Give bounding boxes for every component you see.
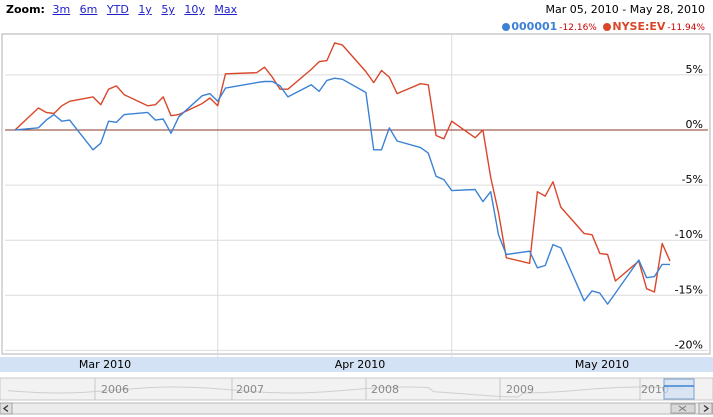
legend-name: 000001 (511, 20, 558, 33)
zoom-ytd-link[interactable]: YTD (106, 3, 129, 16)
scroll-right-button[interactable] (698, 402, 713, 415)
y-tick-label: 0% (686, 118, 703, 131)
y-tick-label: -15% (675, 283, 703, 296)
legend: 000001 -12.16% NYSE:EV -11.94% (499, 20, 705, 33)
x-tick-label: May 2010 (575, 358, 629, 371)
y-tick-label: 5% (686, 63, 703, 76)
scrollbar-track[interactable] (0, 402, 713, 415)
x-tick-label: Apr 2010 (335, 358, 386, 371)
date-range-separator: - (618, 3, 630, 16)
y-tick-label: -10% (675, 228, 703, 241)
navigator-year-label: 2008 (371, 383, 399, 396)
series-line-000001 (14, 77, 670, 305)
zoom-3m-link[interactable]: 3m (52, 3, 71, 16)
legend-dot-icon (603, 23, 612, 31)
zoom-1y-link[interactable]: 1y (138, 3, 152, 16)
x-axis-band (0, 357, 713, 372)
legend-item-000001[interactable]: 000001 -12.16% (502, 20, 600, 33)
legend-item-nyse-ev[interactable]: NYSE:EV -11.94% (603, 20, 705, 33)
navigator-selection-window[interactable] (663, 378, 695, 400)
legend-change: -12.16% (559, 23, 597, 33)
zoom-5y-link[interactable]: 5y (161, 3, 175, 16)
navigator-year-label: 2006 (101, 383, 129, 396)
y-tick-label: -20% (675, 338, 703, 351)
date-range: Mar 05, 2010 - May 28, 2010 (546, 3, 705, 16)
date-range-end: May 28, 2010 (629, 3, 705, 16)
chevron-left-icon (2, 404, 9, 413)
chevron-right-icon (703, 404, 710, 413)
zoom-6m-link[interactable]: 6m (79, 3, 98, 16)
series-line-nyse-ev (14, 42, 671, 293)
navigator-year-label: 2009 (506, 383, 534, 396)
legend-name: NYSE:EV (612, 20, 666, 33)
grip-icon (678, 405, 687, 412)
legend-change: -11.94% (667, 23, 705, 33)
y-tick-label: -5% (682, 173, 703, 186)
x-tick-label: Mar 2010 (79, 358, 131, 371)
zoom-bar: Zoom: 3m 6m YTD 1y 5y 10y Max (6, 3, 243, 16)
navigator-overview-line (7, 386, 687, 398)
zoom-10y-link[interactable]: 10y (184, 3, 205, 16)
navigator-year-label: 2007 (236, 383, 264, 396)
scroll-left-button[interactable] (0, 402, 13, 415)
plot-area (1, 33, 711, 355)
zoom-max-link[interactable]: Max (214, 3, 238, 16)
legend-dot-icon (502, 23, 511, 31)
date-range-start: Mar 05, 2010 (545, 3, 619, 16)
navigator-year-label: 2010 (641, 383, 669, 396)
zoom-label: Zoom: (6, 3, 45, 16)
